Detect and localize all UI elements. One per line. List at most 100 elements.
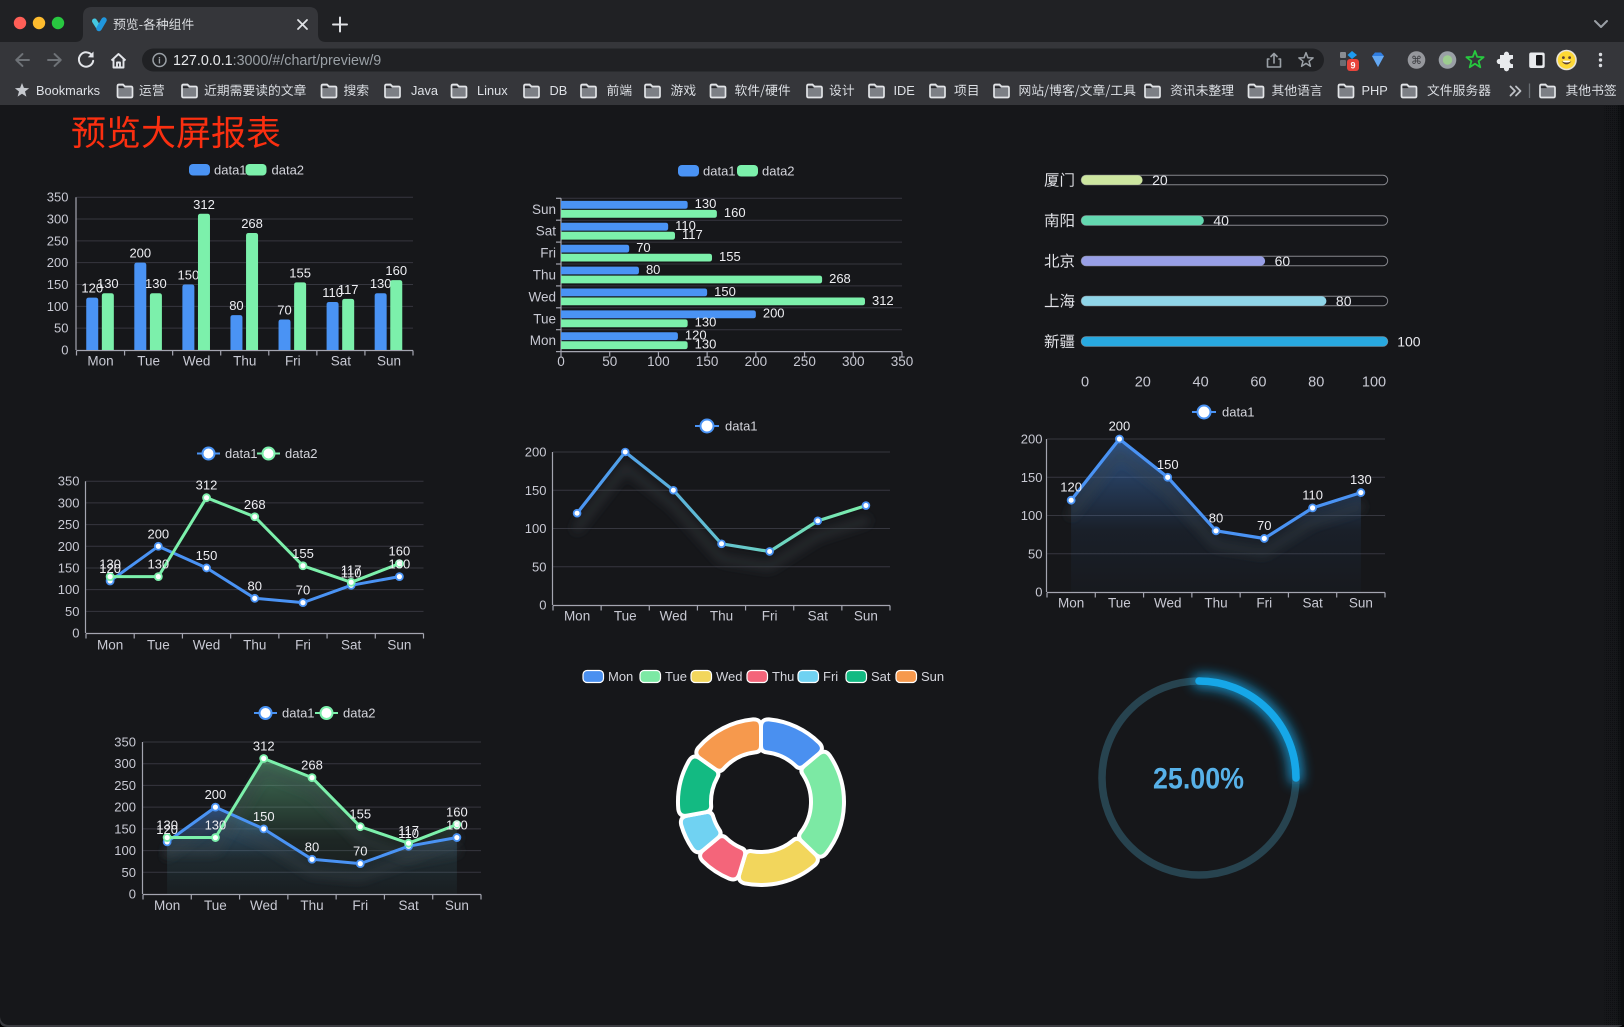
svg-text:200: 200 xyxy=(745,354,768,369)
svg-text:70: 70 xyxy=(353,844,367,859)
svg-text:Sun: Sun xyxy=(377,354,401,369)
svg-text:150: 150 xyxy=(196,548,218,563)
svg-text:130: 130 xyxy=(97,276,119,291)
svg-text:Sat: Sat xyxy=(871,669,891,684)
svg-text:data2: data2 xyxy=(272,163,305,178)
svg-text:Fri: Fri xyxy=(295,638,311,653)
svg-text:Mon: Mon xyxy=(87,354,113,369)
svg-text:0: 0 xyxy=(1035,585,1042,600)
svg-text:130: 130 xyxy=(145,276,167,291)
svg-text:150: 150 xyxy=(47,277,69,292)
svg-text:120: 120 xyxy=(685,328,707,343)
svg-text:Mon: Mon xyxy=(564,609,590,624)
svg-text:200: 200 xyxy=(1021,432,1043,447)
svg-text:Mon: Mon xyxy=(97,638,123,653)
svg-text:Thu: Thu xyxy=(243,638,266,653)
svg-text:Mon: Mon xyxy=(1058,596,1084,611)
svg-text:Tue: Tue xyxy=(533,311,556,326)
svg-text:268: 268 xyxy=(301,758,323,773)
svg-text:60: 60 xyxy=(1275,253,1291,269)
svg-text:150: 150 xyxy=(178,268,200,283)
svg-text:268: 268 xyxy=(829,271,851,286)
svg-text:data2: data2 xyxy=(285,446,318,461)
svg-text:150: 150 xyxy=(1157,457,1179,472)
svg-text:350: 350 xyxy=(58,474,80,489)
svg-text:150: 150 xyxy=(696,354,719,369)
svg-text:data1: data1 xyxy=(282,706,315,721)
svg-text:Fri: Fri xyxy=(762,609,778,624)
svg-text:Tue: Tue xyxy=(204,898,227,913)
svg-text:0: 0 xyxy=(72,626,79,641)
svg-text:Java: Java xyxy=(411,83,439,98)
svg-text:312: 312 xyxy=(193,197,215,212)
svg-text:data1: data1 xyxy=(725,419,758,434)
svg-text:160: 160 xyxy=(389,544,411,559)
svg-text:data2: data2 xyxy=(343,706,376,721)
svg-text:70: 70 xyxy=(636,240,650,255)
svg-text:9: 9 xyxy=(1350,61,1355,71)
svg-text:150: 150 xyxy=(58,560,80,575)
svg-text:120: 120 xyxy=(81,281,103,296)
svg-text:130: 130 xyxy=(1350,472,1372,487)
svg-text:110: 110 xyxy=(675,218,696,233)
svg-text:200: 200 xyxy=(147,526,169,541)
svg-text:Thu: Thu xyxy=(772,669,794,684)
svg-text:350: 350 xyxy=(891,354,914,369)
svg-text:130: 130 xyxy=(156,818,178,833)
svg-text:127.0.0.1:3000/#/chart/preview: 127.0.0.1:3000/#/chart/preview/9 xyxy=(173,53,381,69)
svg-text:50: 50 xyxy=(122,865,136,880)
svg-text:80: 80 xyxy=(1308,375,1324,391)
svg-text:268: 268 xyxy=(241,216,263,231)
svg-text:117: 117 xyxy=(682,227,703,242)
svg-text:80: 80 xyxy=(1336,293,1352,309)
svg-text:Fri: Fri xyxy=(285,354,301,369)
svg-text:160: 160 xyxy=(446,805,468,820)
svg-text:i: i xyxy=(158,56,161,67)
svg-text:312: 312 xyxy=(196,478,218,493)
svg-text:150: 150 xyxy=(525,483,547,498)
svg-text:20: 20 xyxy=(1135,375,1151,391)
svg-text:130: 130 xyxy=(695,315,717,330)
svg-text:80: 80 xyxy=(646,262,660,277)
svg-text:300: 300 xyxy=(114,756,136,771)
svg-text:200: 200 xyxy=(763,306,785,321)
svg-text:0: 0 xyxy=(61,343,68,358)
svg-text:130: 130 xyxy=(147,557,169,572)
svg-text:100: 100 xyxy=(1021,508,1043,523)
svg-text:DB: DB xyxy=(550,83,568,98)
svg-text:350: 350 xyxy=(47,190,69,205)
svg-text:120: 120 xyxy=(99,561,121,576)
svg-text:40: 40 xyxy=(1193,375,1209,391)
svg-text:50: 50 xyxy=(65,604,79,619)
svg-text:data1: data1 xyxy=(703,164,736,179)
svg-text:Wed: Wed xyxy=(193,638,221,653)
svg-text:Sun: Sun xyxy=(532,202,556,217)
svg-text:Sun: Sun xyxy=(387,638,411,653)
svg-text:IDE: IDE xyxy=(894,83,915,98)
svg-text:80: 80 xyxy=(248,578,262,593)
svg-text:117: 117 xyxy=(341,562,362,577)
svg-text:Sat: Sat xyxy=(536,224,557,239)
svg-text:Tue: Tue xyxy=(137,354,160,369)
svg-text:50: 50 xyxy=(54,321,68,336)
svg-text:200: 200 xyxy=(205,787,227,802)
svg-text:Thu: Thu xyxy=(533,267,556,282)
svg-text:150: 150 xyxy=(114,821,136,836)
svg-text:Wed: Wed xyxy=(183,354,211,369)
svg-text:Fri: Fri xyxy=(540,246,556,261)
svg-text:0: 0 xyxy=(1081,375,1089,391)
svg-text:200: 200 xyxy=(525,445,547,460)
svg-text:Sun: Sun xyxy=(854,609,878,624)
svg-text:Fri: Fri xyxy=(1256,596,1272,611)
svg-text:Mon: Mon xyxy=(608,669,633,684)
svg-text:70: 70 xyxy=(277,302,291,317)
svg-text:250: 250 xyxy=(58,517,80,532)
svg-text:100: 100 xyxy=(58,582,80,597)
svg-text:PHP: PHP xyxy=(1362,83,1388,98)
svg-text:Sun: Sun xyxy=(445,898,469,913)
svg-text:155: 155 xyxy=(719,249,741,264)
svg-text:130: 130 xyxy=(370,276,392,291)
svg-text:50: 50 xyxy=(532,559,546,574)
svg-text:150: 150 xyxy=(253,809,275,824)
svg-text:Wed: Wed xyxy=(250,898,278,913)
